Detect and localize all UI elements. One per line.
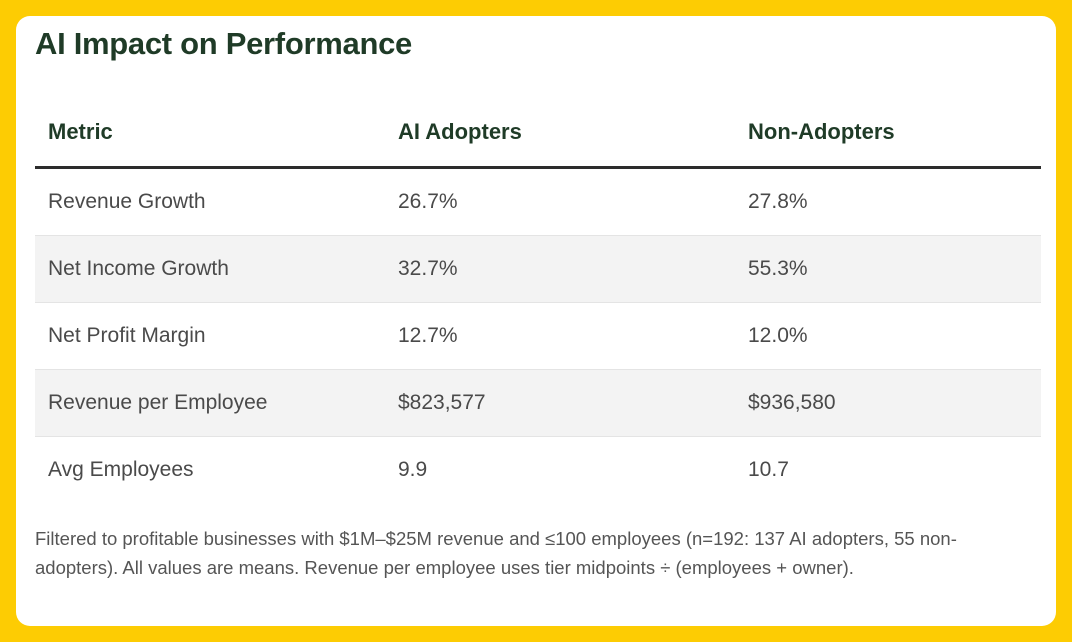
table-row: Revenue per Employee $823,577 $936,580 — [35, 369, 1041, 437]
metric-cell: Net Profit Margin — [35, 302, 385, 370]
header-non-adopters: Non-Adopters — [735, 114, 1041, 169]
table-row: Net Income Growth 32.7% 55.3% — [35, 235, 1041, 303]
footnote: Filtered to profitable businesses with $… — [35, 528, 957, 578]
page-title: AI Impact on Performance — [35, 26, 412, 61]
header-metric: Metric — [35, 114, 385, 169]
metric-cell: Revenue Growth — [35, 167, 385, 236]
ai-adopters-cell: 26.7% — [385, 167, 735, 236]
card: AI Impact on Performance Metric AI Adopt… — [16, 16, 1056, 626]
ai-adopters-cell: 9.9 — [398, 458, 428, 481]
metric-cell: Revenue per Employee — [35, 369, 385, 437]
non-adopters-cell: $936,580 — [735, 369, 1041, 437]
metric-cell: Avg Employees — [48, 458, 194, 481]
non-adopters-cell: 12.0% — [735, 302, 1041, 370]
non-adopters-cell: 10.7 — [748, 458, 789, 481]
non-adopters-cell: 55.3% — [735, 235, 1041, 303]
header-ai-adopters: AI Adopters — [385, 114, 735, 169]
ai-adopters-cell: $823,577 — [385, 369, 735, 437]
metric-cell: Net Income Growth — [35, 235, 385, 303]
non-adopters-cell: 27.8% — [735, 167, 1041, 236]
ai-adopters-cell: 32.7% — [385, 235, 735, 303]
metrics-table: Metric AI Adopters Non-Adopters Revenue … — [35, 114, 1041, 503]
table-row: Avg Employees 9.9 10.7 — [35, 437, 1041, 504]
table-row: Revenue Growth 26.7% 27.8% — [35, 167, 1041, 236]
table-row: Net Profit Margin 12.7% 12.0% — [35, 302, 1041, 370]
ai-adopters-cell: 12.7% — [385, 302, 735, 370]
table-header-row: Metric AI Adopters Non-Adopters — [35, 114, 1041, 169]
